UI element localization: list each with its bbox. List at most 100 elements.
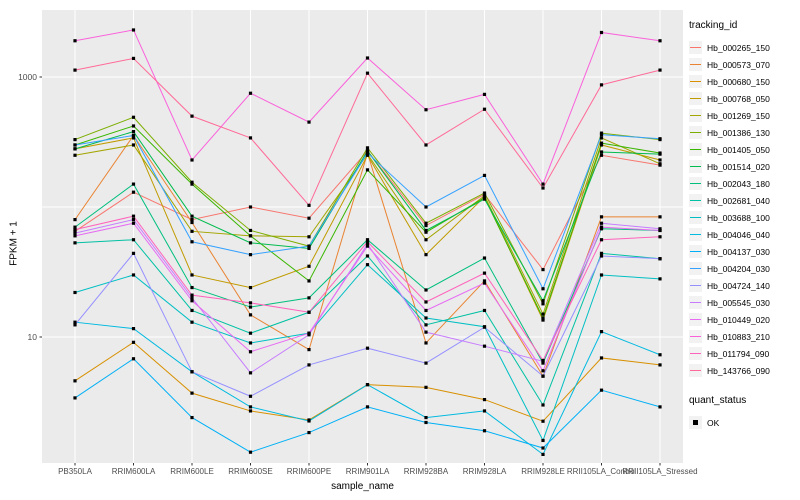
data-point — [131, 133, 136, 138]
data-point — [131, 56, 136, 61]
data-point — [424, 330, 428, 334]
legend-item-label: Hb_004204_030 — [707, 263, 770, 274]
data-point — [482, 344, 487, 348]
data-point — [658, 277, 662, 281]
x-tick-label: RRIM600LE — [170, 467, 214, 476]
legend-item: Hb_010449_020 — [689, 311, 799, 328]
data-point — [599, 330, 604, 334]
legend-color-line-icon — [690, 199, 701, 202]
data-point — [658, 235, 662, 239]
data-point — [541, 182, 545, 186]
legend-color-line-icon — [690, 216, 701, 219]
data-point — [599, 221, 604, 225]
x-tick-label: RRIM600LA — [112, 467, 156, 476]
legend-key-icon — [689, 41, 702, 54]
data-point — [73, 68, 77, 72]
legend-key-icon — [689, 364, 702, 377]
data-point — [658, 353, 662, 357]
data-point — [190, 214, 194, 218]
data-point — [73, 147, 77, 151]
data-point — [248, 285, 253, 290]
legend: tracking_id Hb_000265_150 Hb_000573_070 Hb… — [689, 20, 799, 431]
data-point — [424, 223, 428, 228]
data-point — [365, 240, 370, 244]
y-tick-label: 10 — [28, 332, 38, 342]
legend-item-label: Hb_002043_180 — [707, 178, 770, 189]
data-point — [131, 251, 136, 255]
data-point — [541, 299, 545, 303]
data-point — [190, 240, 194, 244]
legend-item-label: Hb_011794_090 — [707, 348, 770, 359]
data-point — [131, 214, 136, 218]
data-point — [307, 264, 311, 268]
legend-item: Hb_002043_180 — [689, 175, 799, 192]
data-point — [73, 225, 77, 229]
legend-key-icon — [689, 126, 702, 139]
y-axis-title: FPKM + 1 — [8, 221, 20, 266]
legend-key-icon — [689, 228, 702, 241]
data-point — [424, 221, 428, 225]
legend-key-icon — [689, 92, 702, 105]
data-point — [131, 182, 136, 186]
data-point — [307, 333, 311, 337]
data-point — [73, 320, 77, 324]
data-point — [190, 391, 194, 395]
data-point — [541, 438, 545, 443]
data-point — [541, 361, 545, 365]
data-point — [190, 299, 194, 303]
data-point — [365, 168, 370, 172]
legend-item-label: Hb_001386_130 — [707, 127, 770, 138]
legend-title-quant-status: quant_status — [689, 395, 747, 406]
x-tick-label: RRIM928LE — [521, 467, 565, 476]
data-point — [424, 420, 428, 425]
legend-item-label: Hb_003688_100 — [707, 212, 770, 223]
legend-key-icon — [689, 177, 702, 190]
data-point — [599, 143, 604, 147]
legend-item: Hb_004046_040 — [689, 226, 799, 243]
data-point — [307, 235, 311, 239]
data-point — [365, 244, 370, 248]
data-point — [424, 308, 428, 313]
data-point — [599, 83, 604, 87]
data-point — [658, 158, 662, 162]
data-point — [248, 228, 253, 233]
quant-status-items: OK — [689, 414, 799, 431]
data-point — [190, 285, 194, 290]
quant-status-key-icon — [689, 416, 702, 429]
legend-color-line-icon — [690, 301, 701, 304]
legend-item: Hb_000573_070 — [689, 56, 799, 73]
legend-color-line-icon — [690, 369, 701, 372]
data-point — [541, 316, 545, 320]
legend-title-tracking-id: tracking_id — [689, 20, 738, 31]
data-point — [599, 251, 604, 255]
data-point — [190, 114, 194, 118]
data-point — [541, 287, 545, 291]
data-point — [365, 71, 370, 75]
data-point — [190, 296, 194, 300]
data-point — [73, 229, 77, 233]
data-point — [307, 246, 311, 251]
legend-item: Hb_004137_030 — [689, 243, 799, 260]
data-point — [248, 253, 253, 257]
data-point — [190, 180, 194, 184]
data-point — [248, 205, 253, 209]
data-point — [599, 215, 604, 219]
data-point — [307, 120, 311, 124]
data-point — [73, 137, 77, 142]
data-point — [541, 452, 545, 457]
legend-key-icon — [689, 245, 702, 258]
data-point — [248, 371, 253, 375]
legend-key-icon — [689, 330, 702, 343]
data-point — [248, 394, 253, 398]
data-point — [307, 347, 311, 352]
data-point — [365, 263, 370, 267]
data-point — [190, 217, 194, 222]
data-point — [307, 310, 311, 314]
data-point — [482, 173, 487, 178]
data-point — [307, 203, 311, 207]
data-point — [190, 415, 194, 420]
legend-color-line-icon — [690, 97, 701, 100]
legend-key-icon — [689, 313, 702, 326]
data-point — [482, 107, 487, 111]
data-point — [482, 397, 487, 402]
